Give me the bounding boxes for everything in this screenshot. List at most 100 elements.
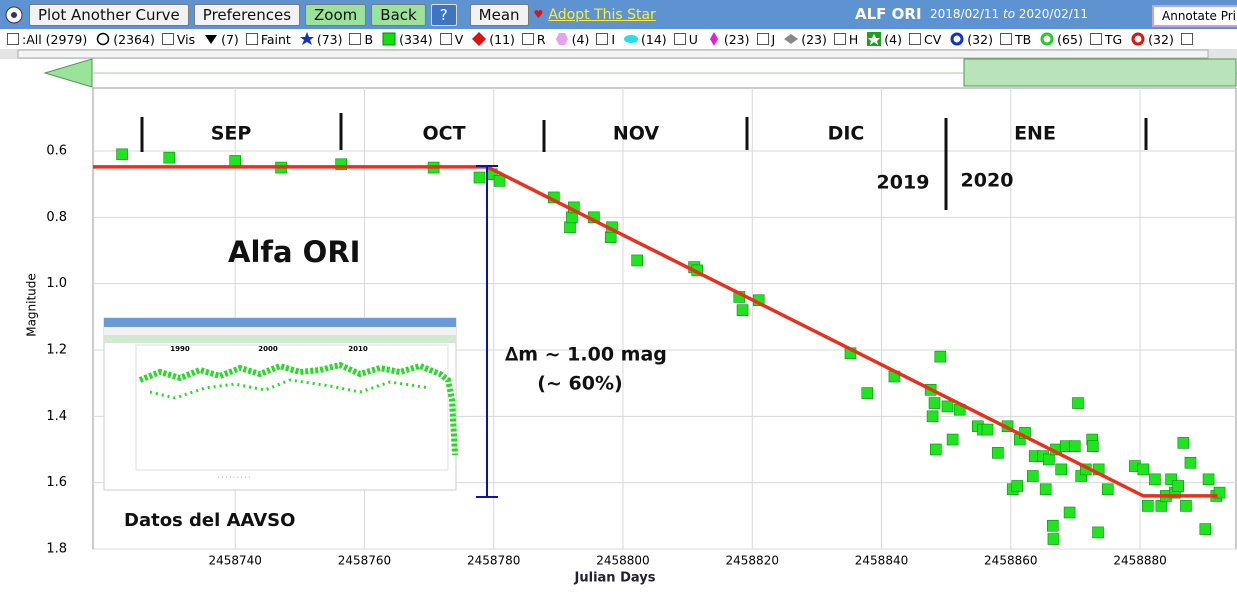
symbol	[1131, 32, 1145, 46]
symbol	[624, 35, 639, 43]
data-point	[691, 264, 704, 277]
filter-label: I	[611, 31, 616, 47]
data-point	[1202, 473, 1215, 486]
annotation: (~ 60%)	[537, 373, 622, 395]
y-axis-label: Magnitude	[25, 273, 39, 337]
data-point	[566, 211, 578, 224]
data-point	[1068, 440, 1081, 452]
filter-row: :All (2979) (2364) Vis (7) Faint (73) B (334) V…	[0, 29, 1237, 49]
month-label: ENE	[1014, 123, 1056, 145]
data-point	[1092, 526, 1104, 539]
navigator-range	[963, 58, 1237, 87]
data-point	[924, 384, 937, 396]
checkbox[interactable]	[756, 33, 769, 45]
month-label: OCT	[422, 123, 465, 145]
x-tick-label: 2458820	[726, 554, 779, 568]
year-label: 2019	[877, 172, 930, 194]
date-sep: to	[1003, 7, 1016, 21]
data-point	[1050, 443, 1062, 456]
filter-label: :All (2979)	[22, 31, 88, 47]
data-point	[1011, 480, 1024, 492]
checkbox[interactable]	[596, 33, 609, 45]
checkbox[interactable]	[909, 33, 921, 45]
checkbox[interactable]	[521, 33, 534, 45]
data-point	[493, 175, 506, 187]
filter-count: (4)	[884, 31, 902, 47]
data-point	[1101, 483, 1114, 496]
data-point	[1086, 433, 1099, 446]
y-tick-label: 1.2	[46, 343, 67, 358]
button[interactable]: Plot Another Curve	[29, 3, 189, 26]
month-label: DIC	[828, 123, 865, 145]
data-point	[1028, 450, 1041, 462]
data-point	[934, 350, 947, 363]
navigator-handle	[43, 58, 93, 88]
symbol	[299, 32, 314, 45]
checkbox[interactable]	[1089, 33, 1102, 45]
data-point	[604, 231, 617, 244]
heart-icon: ♥	[533, 8, 544, 21]
symbol	[709, 32, 718, 46]
x-tick-label: 2458740	[208, 554, 261, 568]
navigator	[0, 59, 1237, 87]
checkbox[interactable]	[1180, 33, 1193, 45]
data-point	[1014, 433, 1026, 446]
button[interactable]: Preferences	[193, 3, 301, 26]
plot-area	[92, 87, 1237, 550]
x-tick-label: 2458760	[338, 554, 391, 568]
symbol	[950, 32, 964, 46]
checkbox[interactable]	[161, 33, 174, 45]
data-point	[1172, 480, 1184, 492]
y-tick-label: 0.6	[46, 144, 67, 159]
data-point	[631, 254, 644, 267]
annotation: Datos del AAVSO	[124, 510, 295, 531]
checkbox[interactable]	[349, 33, 362, 45]
data-point	[928, 397, 941, 409]
filter-label: CV	[924, 31, 942, 47]
data-point	[1165, 473, 1177, 486]
data-point	[1079, 463, 1092, 476]
filter-count: (73)	[316, 31, 343, 47]
filter-count: (334)	[399, 31, 433, 47]
x-tick-label: 2458840	[855, 554, 908, 568]
data-point	[1043, 453, 1055, 466]
checkbox[interactable]	[245, 33, 258, 45]
filter-count: (32)	[1148, 31, 1174, 47]
filter-count: (11)	[489, 31, 515, 47]
checkbox[interactable]	[673, 33, 686, 45]
symbol	[555, 33, 568, 45]
checkbox[interactable]	[999, 33, 1012, 45]
button[interactable]: ?	[430, 3, 457, 26]
button[interactable]: Annotate Prin	[1152, 5, 1237, 27]
data-point	[1047, 533, 1060, 545]
data-point	[1180, 500, 1192, 512]
symbol	[867, 32, 882, 46]
scroll-thumb	[17, 49, 1209, 59]
data-point	[1037, 450, 1049, 462]
filter-count: (65)	[1057, 31, 1083, 47]
data-point	[1199, 523, 1212, 535]
filter-count: (2364)	[113, 31, 155, 47]
link[interactable]: Adopt This Star	[548, 6, 656, 23]
x-tick-label: 2458800	[596, 554, 649, 568]
filter-count: (14)	[641, 31, 667, 47]
button[interactable]: Back	[371, 3, 426, 26]
svg-text:· · · · · · · · ·: · · · · · · · · ·	[218, 475, 251, 482]
data-point	[981, 423, 994, 436]
data-point	[163, 151, 176, 164]
filter-count: (32)	[967, 31, 993, 47]
data-point	[1063, 506, 1076, 519]
data-point	[977, 423, 989, 436]
inset-image: · · · · · · · · · 1990 2000 2010	[103, 317, 458, 491]
button[interactable]: Mean	[469, 3, 529, 26]
x-axis-label: Julian Days	[574, 571, 656, 586]
button[interactable]: Zoom	[305, 3, 367, 26]
data-point	[1169, 486, 1181, 499]
checkbox[interactable]	[439, 33, 452, 45]
data-point	[1072, 397, 1084, 409]
checkbox[interactable]	[833, 33, 846, 45]
filter-count: (7)	[221, 31, 239, 47]
data-point	[1129, 460, 1141, 472]
checkbox[interactable]	[7, 33, 19, 45]
